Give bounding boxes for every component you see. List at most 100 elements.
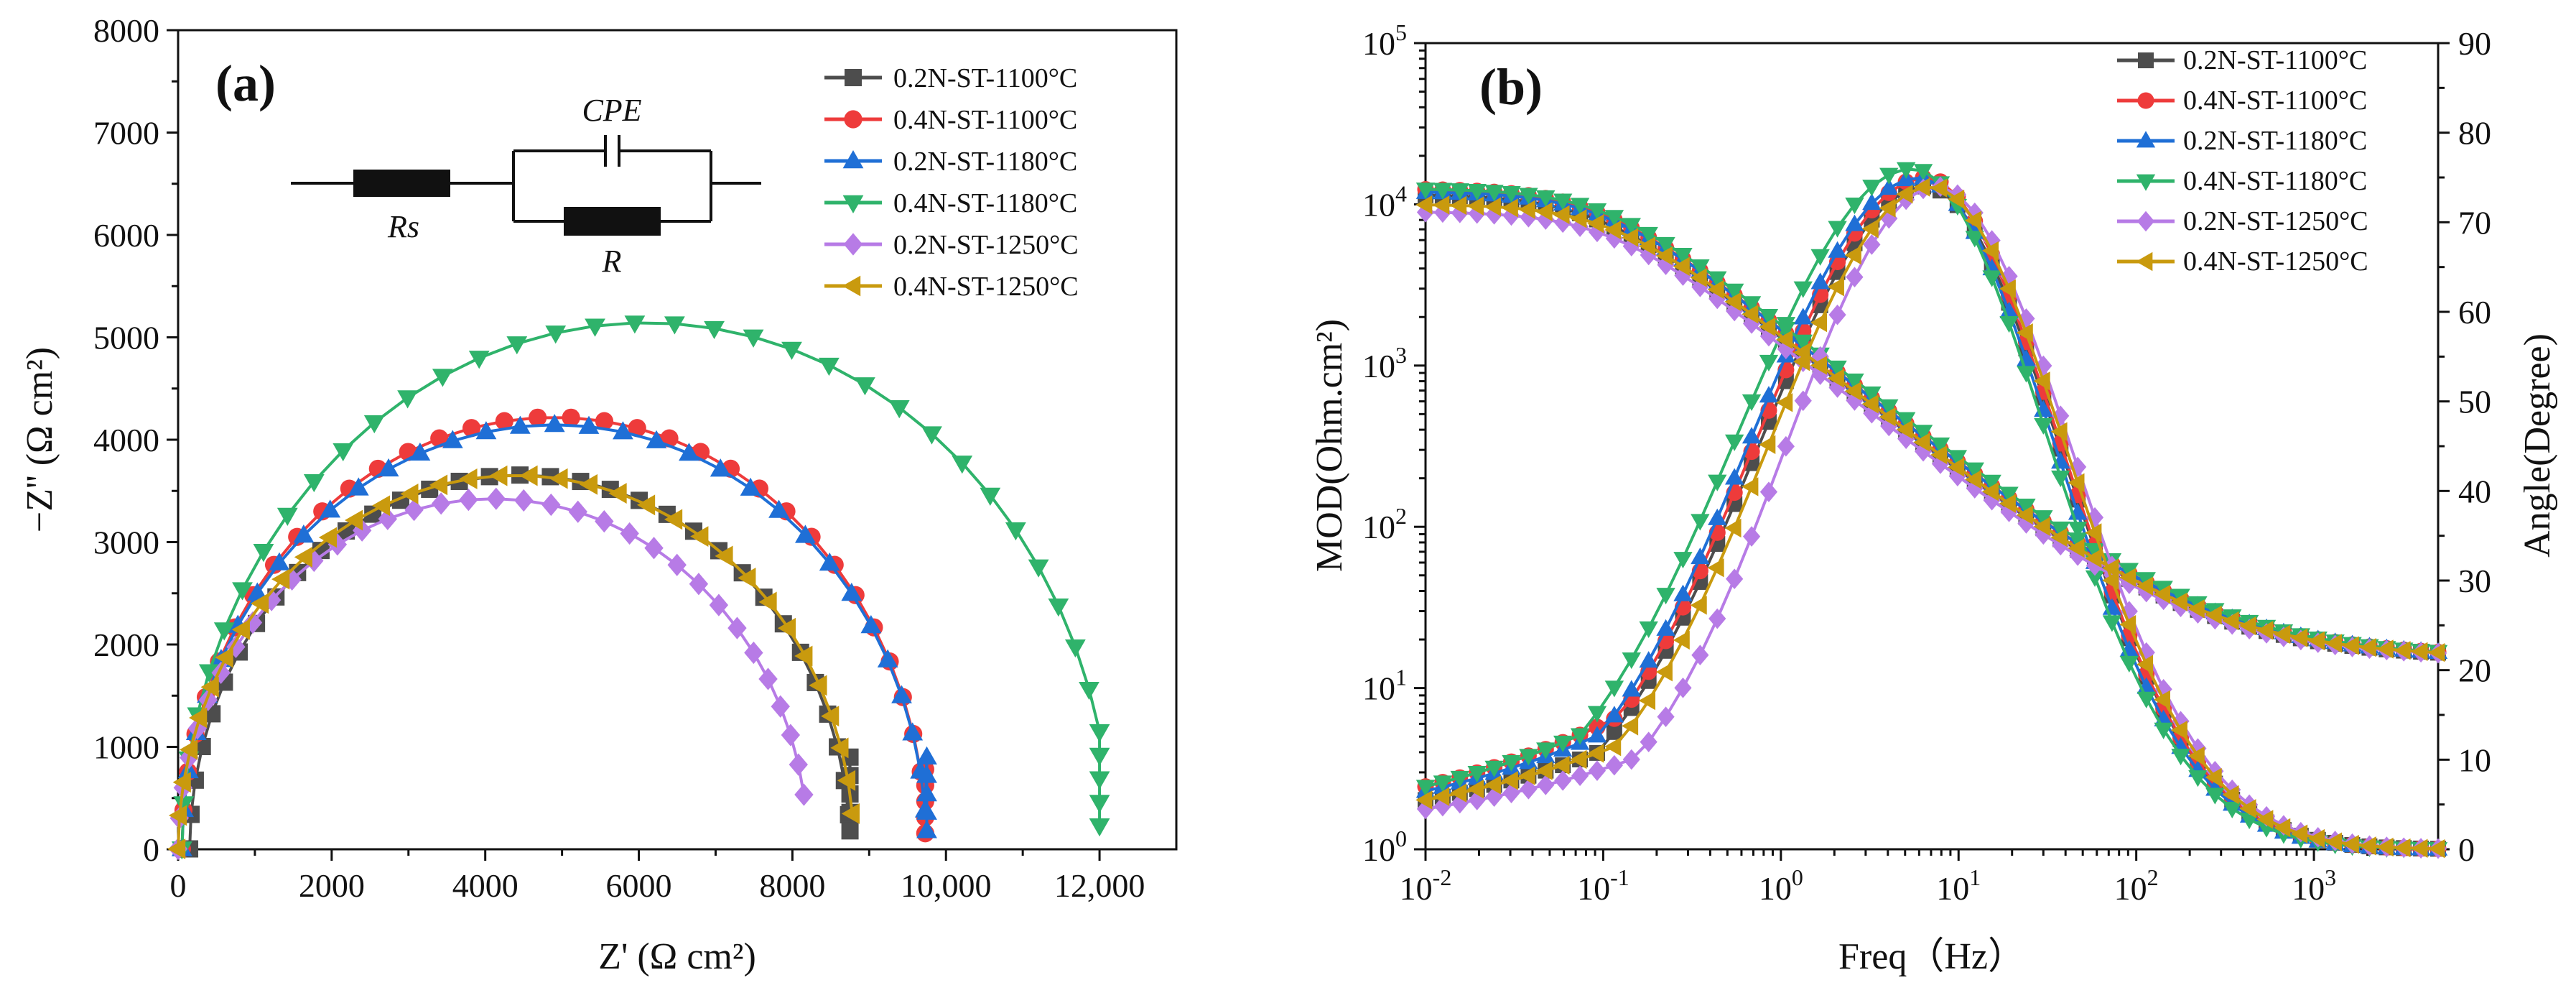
- angle-point: [1846, 267, 1864, 287]
- data-point: [253, 544, 274, 563]
- angle-point: [1570, 749, 1587, 770]
- modulus-point: [1742, 296, 1762, 313]
- x-tick-label: 100: [1759, 864, 1803, 907]
- legend-label: 0.4N-ST-1180°C: [893, 188, 1077, 218]
- angle-point: [1640, 731, 1657, 752]
- angle-point: [1930, 178, 1948, 198]
- modulus-point: [1466, 196, 1484, 216]
- panel-b-legend-item: 0.4N-ST-1250°C: [2117, 246, 2368, 277]
- panel-a-legend-item: 0.2N-ST-1250°C: [824, 230, 1079, 260]
- y-tick-label: 105: [1362, 19, 1407, 62]
- angle-point: [1588, 760, 1606, 781]
- data-point: [608, 483, 627, 504]
- angle-point: [1502, 754, 1521, 772]
- legend-label: 0.4N-ST-1100°C: [893, 105, 1077, 135]
- modulus-point: [2136, 576, 2154, 596]
- panel-b-y-axis-title: MOD(Ohm.cm²): [1309, 319, 1350, 572]
- angle-point: [2223, 801, 2242, 819]
- data-point: [1064, 639, 1086, 658]
- modulus-point: [1415, 182, 1436, 200]
- angle-point: [2033, 371, 2050, 391]
- modulus-point: [2394, 641, 2411, 660]
- data-point: [1089, 771, 1110, 790]
- angle-point: [1450, 770, 1469, 788]
- panel-b-legend-item: 0.2N-ST-1250°C: [2117, 206, 2368, 236]
- data-point: [172, 772, 191, 793]
- data-point: [431, 492, 451, 515]
- angle-point: [2187, 746, 2205, 766]
- modulus-point: [1570, 209, 1587, 228]
- data-point: [579, 473, 598, 495]
- legend-marker-shape: [844, 110, 862, 129]
- angle-point: [1844, 245, 1861, 265]
- angle-point: [1999, 316, 2019, 333]
- modulus-point: [1913, 425, 1933, 442]
- modulus-point: [1879, 399, 1899, 416]
- modulus-point: [2342, 636, 2359, 655]
- modulus-point: [1844, 382, 1861, 401]
- series-line: [180, 423, 929, 849]
- panel-b-label: (b): [1479, 58, 1543, 116]
- data-point: [198, 664, 220, 683]
- modulus-point: [2411, 642, 2428, 662]
- angle-point: [2256, 810, 2274, 829]
- modulus-point: [1827, 369, 1844, 388]
- panel-a-y-axis-title: −Z'' (Ω cm²): [19, 347, 60, 532]
- modulus-point: [1983, 489, 2001, 511]
- data-point: [489, 465, 508, 486]
- legend-marker-shape: [842, 275, 861, 297]
- data-point: [545, 325, 567, 344]
- data-point: [269, 552, 290, 570]
- angle-point: [1450, 783, 1467, 803]
- angle-point: [1982, 270, 2001, 287]
- modulus-point: [2017, 513, 2035, 534]
- x-tick-label: 2000: [299, 867, 365, 904]
- data-point: [758, 591, 777, 613]
- data-point: [509, 415, 531, 434]
- panel-b-bode-plot: 10-2 10-1 100 101 102 103 100101102103104105 …: [1309, 19, 2558, 977]
- angle-point: [1742, 427, 1762, 444]
- angle-point: [2153, 690, 2170, 709]
- angle-point: [1415, 780, 1436, 797]
- series-line: [188, 473, 852, 849]
- angle-point: [1673, 552, 1693, 569]
- data-point: [1089, 724, 1110, 743]
- data-point: [293, 525, 315, 543]
- data-point: [318, 527, 338, 548]
- data-point: [578, 415, 600, 434]
- angle-point: [1999, 279, 2016, 299]
- data-point: [664, 509, 683, 530]
- angle-point: [2068, 473, 2085, 493]
- angle-point: [1655, 662, 1673, 682]
- data-point: [250, 593, 269, 614]
- modulus-point: [1896, 412, 1916, 429]
- data-point: [921, 426, 942, 445]
- legend-label: 0.2N-ST-1180°C: [2183, 126, 2367, 156]
- legend-marker-shape: [2136, 211, 2155, 232]
- modulus-point: [1776, 330, 1793, 349]
- modulus-point: [1501, 198, 1518, 218]
- modulus-line: [1425, 211, 2439, 655]
- angle-point: [2052, 405, 2070, 427]
- data-point: [294, 547, 312, 568]
- modulus-point: [2034, 510, 2053, 527]
- angle-point: [1708, 608, 1726, 629]
- data-point: [916, 801, 937, 820]
- series-line: [177, 497, 806, 849]
- data-point: [768, 499, 789, 518]
- angle-point: [1810, 249, 1830, 266]
- angle-point: [1827, 277, 1844, 297]
- modulus-point: [1433, 182, 1453, 200]
- modulus-point: [1587, 203, 1607, 221]
- modulus-point: [1930, 445, 1948, 465]
- data-point: [636, 494, 656, 516]
- data-point: [902, 722, 924, 741]
- modulus-point: [1484, 185, 1504, 202]
- modulus-point: [1451, 203, 1469, 223]
- modulus-point: [1948, 458, 1965, 477]
- legend-label: 0.2N-ST-1100°C: [2183, 45, 2367, 75]
- data-point: [378, 507, 397, 530]
- data-point: [1089, 795, 1110, 813]
- modulus-point: [1999, 486, 2019, 504]
- data-point: [841, 803, 860, 824]
